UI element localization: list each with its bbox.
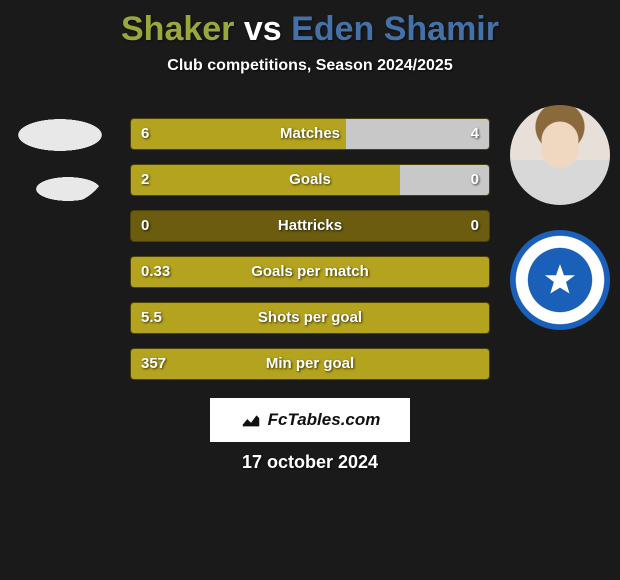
branding: FcTables.com	[210, 398, 410, 442]
chart-icon	[240, 409, 262, 431]
stat-value-right: 4	[471, 119, 479, 149]
branding-text: FcTables.com	[268, 410, 381, 430]
stat-value-right: 0	[471, 211, 479, 241]
stat-label: Shots per goal	[131, 303, 489, 333]
stat-label: Matches	[131, 119, 489, 149]
stat-row: 0Hattricks0	[130, 210, 490, 242]
player2-name: Eden Shamir	[291, 10, 499, 48]
subtitle: Club competitions, Season 2024/2025	[0, 57, 620, 75]
vs-text: vs	[244, 10, 282, 48]
stat-label: Goals per match	[131, 257, 489, 287]
stat-label: Hattricks	[131, 211, 489, 241]
stats-bars: 6Matches42Goals00Hattricks00.33Goals per…	[130, 118, 490, 394]
stat-row: 0.33Goals per match	[130, 256, 490, 288]
player2-club-badge	[510, 230, 610, 330]
player1-name: Shaker	[121, 10, 234, 48]
stat-value-right: 0	[471, 165, 479, 195]
stat-row: 6Matches4	[130, 118, 490, 150]
stat-label: Min per goal	[131, 349, 489, 379]
stat-row: 5.5Shots per goal	[130, 302, 490, 334]
stat-label: Goals	[131, 165, 489, 195]
stat-row: 2Goals0	[130, 164, 490, 196]
star-icon	[541, 261, 579, 299]
comparison-title: Shaker vs Eden Shamir	[0, 0, 620, 57]
stat-row: 357Min per goal	[130, 348, 490, 380]
date-text: 17 october 2024	[0, 452, 620, 473]
player1-avatar	[10, 105, 110, 205]
player2-avatar	[510, 105, 610, 205]
